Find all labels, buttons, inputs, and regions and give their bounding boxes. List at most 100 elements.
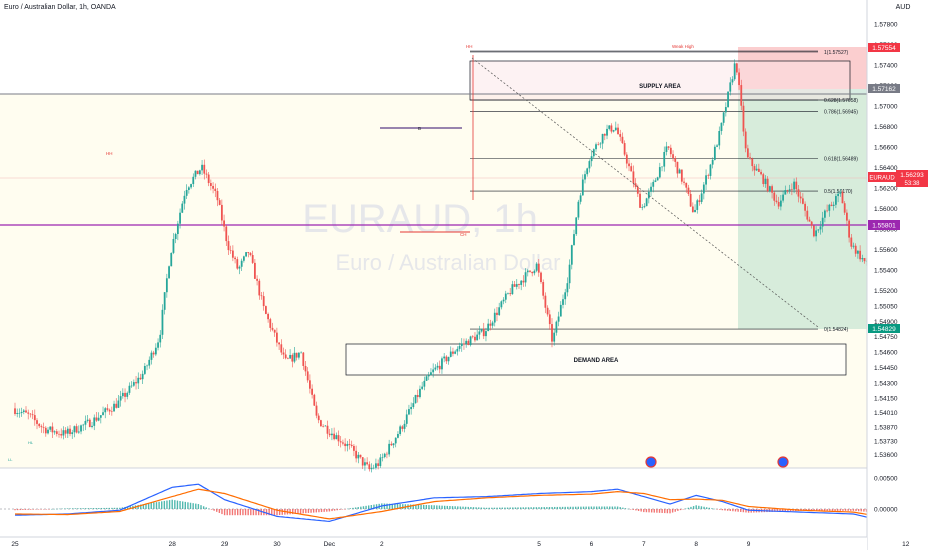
macd-hist-bar [61,508,63,510]
candle-body [225,226,228,242]
candle-body [16,413,19,414]
macd-hist-bar [113,507,116,509]
macd-line[interactable] [14,483,932,523]
candle-body [423,380,426,387]
macd-hist-bar [595,506,598,509]
macd-hist-bar [514,507,517,509]
macd-hist-bar [155,502,158,509]
macd-hist-bar [656,509,658,513]
candle-body [256,278,258,281]
macd-hist-bar [150,502,152,509]
candle-body [691,206,694,213]
candle-body [520,280,523,285]
time-tick-labels: 25282930Dec25678912131415161920 [11,541,910,548]
macd-hist-bar [391,503,393,509]
candle-body [146,365,148,367]
economic-event-icon[interactable] [645,456,657,468]
candle-body [826,210,828,212]
candle-body [214,188,217,192]
macd-hist-bar [831,509,834,511]
macd-hist-bar [593,506,595,509]
macd-hist-bar [331,509,333,512]
macd-hist-bar [816,509,818,511]
signal-line[interactable] [15,488,932,520]
trend-line[interactable] [471,57,819,328]
price-tick-label: 1.54010 [874,410,898,417]
candle-body [381,457,384,458]
macd-hist-bar [698,505,700,509]
candle-body [859,250,862,260]
candle-body [326,425,329,434]
candle-body [612,130,615,132]
candle-body [311,388,314,395]
candle-body [220,204,223,221]
candle-body [282,352,285,355]
candle-body [88,419,91,427]
macd-hist-bar [648,509,650,513]
supply-area-label: SUPPLY AREA [639,84,681,90]
macd-hist-bar [525,507,527,509]
candle-body [760,171,762,175]
fib-level-label: 0.628(1.57058) [824,98,858,104]
candle-body [130,385,133,387]
macd-hist-bar [174,500,176,509]
price-tick-label: 1.54300 [874,380,898,387]
symbol-badge: EURAUD [868,172,896,182]
time-tick-label: 6 [590,541,594,548]
candle-body [372,467,375,469]
candle-body [135,382,137,384]
candle-body [841,192,844,204]
candle-body [22,410,25,412]
candlestick-series[interactable] [14,59,932,473]
macd-hist-bar [417,504,420,509]
candle-body [388,443,391,455]
candle-body [104,408,107,413]
candle-body [447,356,450,362]
macd-hist-bar [294,509,297,514]
candle-body [168,266,170,279]
candle-body [779,200,782,207]
macd-hist-bar [202,506,205,509]
candle-body [183,195,186,204]
candle-body [621,136,624,144]
candle-body [27,412,30,414]
macd-hist-bar [35,509,37,510]
macd-hist-bar [161,501,163,509]
candle-body [49,426,52,430]
candle-body [161,309,164,335]
candle-body [203,164,206,174]
macd-hist-bar [388,503,391,509]
economic-event-icon-2[interactable] [777,456,789,468]
candle-body [20,411,23,413]
macd-hist-bar [700,506,703,509]
macd-hist-bar [213,509,215,511]
candle-body [852,245,855,247]
macd-hist-bar [276,509,278,516]
macd-hist-bar [45,509,48,510]
osc-tick-label: 0.00000 [874,507,898,514]
candle-body [650,186,652,192]
macd-hist-bar [74,508,76,509]
macd-hist-bar [64,508,66,509]
candle-body [368,464,371,470]
candle-body [64,430,67,434]
fib-retracement[interactable]: 1(1.57527) 0.786(1.56945) 0.628(1.57058) 0.… [470,50,858,333]
oscillator-pane[interactable] [0,468,867,537]
candle-body [696,200,699,210]
macd-hist-bar [454,506,456,509]
macd-hist-bar [100,507,103,509]
candle-body [75,426,78,433]
macd-hist-bar [252,509,255,516]
time-axis[interactable] [0,537,867,550]
macd-hist-bar [95,508,97,509]
candle-body [837,193,839,197]
time-tick-label: 12 [902,541,910,548]
candle-body [672,154,674,159]
macd-hist-bar [24,509,27,510]
macd-hist-bar [695,505,697,509]
macd-hist-bar [855,509,857,512]
macd-hist-bar [352,507,354,509]
macd-hist-bar [616,506,619,509]
macd-hist-bar [360,506,362,509]
